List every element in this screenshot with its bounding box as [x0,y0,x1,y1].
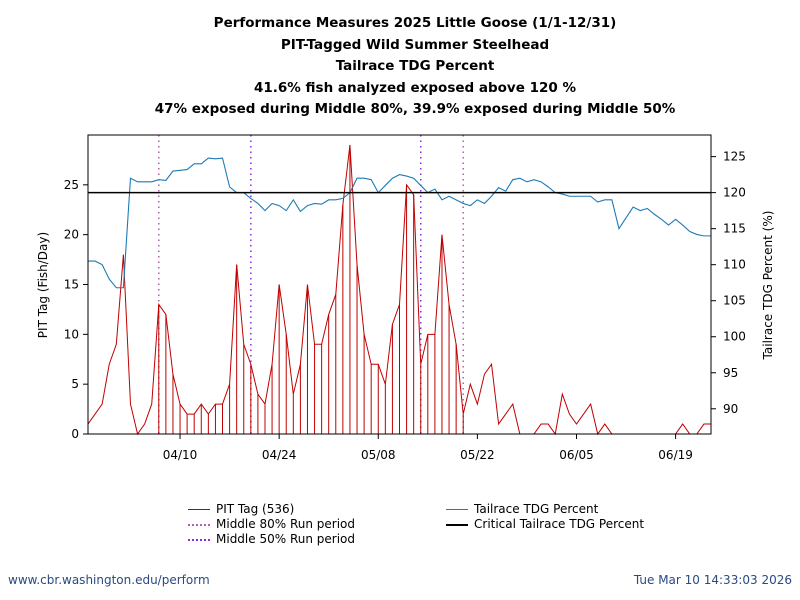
legend-crit-label: Critical Tailrace TDG Percent [474,517,645,531]
legend-item-pit: PIT Tag (536) [188,502,355,517]
footer-url[interactable]: www.cbr.washington.edu/perform [8,573,210,587]
legend-mid80-label: Middle 80% Run period [216,517,355,531]
legend-mid50-label: Middle 50% Run period [216,532,355,546]
y-right-tick-label-5: 115 [723,222,746,236]
y-right-tick-label-0: 90 [723,402,738,416]
legend-left: PIT Tag (536) Middle 80% Run period Midd… [188,502,355,547]
x-tick-label-0: 04/10 [163,448,198,462]
y-right-tick-label-2: 100 [723,330,746,344]
x-tick-label-2: 05/08 [361,448,396,462]
title-line-2: PIT-Tagged Wild Summer Steelhead [280,36,550,53]
y-left-tick-label-5: 25 [64,178,79,192]
legend-item-crit: Critical Tailrace TDG Percent [446,517,644,532]
y-axis-label-left: PIT Tag (Fish/Day) [36,232,50,338]
legend-item-mid50: Middle 50% Run period [188,532,355,547]
y-axis-label-right: Tailrace TDG Percent (%) [761,211,775,361]
x-tick-label-3: 05/22 [460,448,495,462]
crit-swatch [446,523,468,526]
pit-series-line [87,144,711,436]
title-line-4: 41.6% fish analyzed exposed above 120 % [254,79,576,96]
legend-item-mid80: Middle 80% Run period [188,517,355,532]
x-tick-label-4: 06/05 [559,448,594,462]
title-line-1: Performance Measures 2025 Little Goose (… [213,15,617,31]
tdg-series-line [88,157,711,289]
tdg-swatch [446,509,468,510]
y-left-tick-label-3: 15 [64,278,79,292]
y-left-tick-label-2: 10 [64,327,79,341]
title-line-3: Tailrace TDG Percent [335,58,495,74]
x-tick-label-1: 04/24 [262,448,297,462]
y-right-tick-label-1: 95 [723,366,738,380]
y-left-tick-label-1: 5 [71,377,79,391]
legend-tdg-label: Tailrace TDG Percent [474,502,599,516]
legend-item-tdg: Tailrace TDG Percent [446,502,644,517]
y-right-tick-label-3: 105 [723,294,746,308]
x-tick-label-5: 06/19 [658,448,693,462]
legend-pit-label: PIT Tag (536) [216,502,295,516]
y-right-tick-label-4: 110 [723,258,746,272]
legend-right: Tailrace TDG Percent Critical Tailrace T… [446,502,644,532]
mid80-swatch [188,523,210,526]
y-right-tick-label-6: 120 [723,186,746,200]
footer-timestamp: Tue Mar 10 14:33:03 2026 [633,573,792,587]
chart-titles: Performance Measures 2025 Little Goose (… [0,13,800,121]
pit-swatch [188,509,210,510]
y-right-tick-label-7: 125 [723,150,746,164]
title-line-5: 47% exposed during Middle 80%, 39.9% exp… [154,101,676,117]
mid50-swatch [188,538,210,541]
y-left-tick-label-0: 0 [71,427,79,441]
y-left-tick-label-4: 20 [64,228,79,242]
